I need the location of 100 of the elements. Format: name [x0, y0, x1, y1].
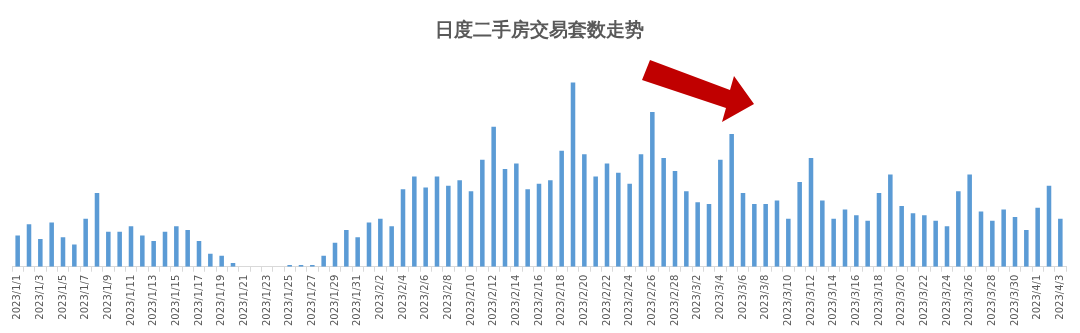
bar: [378, 218, 383, 267]
x-tick-label: 2023/3/18: [872, 274, 884, 327]
bar: [616, 172, 621, 267]
x-tick-label: 2023/2/12: [487, 274, 499, 327]
bar: [491, 126, 496, 267]
bar: [684, 191, 689, 267]
x-tick-label: 2023/1/19: [215, 274, 227, 327]
bar: [820, 200, 825, 267]
x-tick-label: 2023/3/16: [849, 274, 861, 327]
bar: [548, 180, 553, 267]
bar: [389, 226, 394, 267]
bar: [695, 202, 700, 267]
x-tick-label: 2023/3/20: [895, 274, 907, 327]
bar: [1001, 209, 1006, 267]
bar: [83, 218, 88, 267]
x-tick-label: 2023/2/22: [600, 274, 612, 327]
bar: [344, 229, 349, 267]
bar: [446, 185, 451, 267]
bar: [117, 231, 122, 267]
chart-title: 日度二手房交易套数走势: [434, 18, 644, 41]
bar: [208, 253, 213, 267]
bar: [412, 176, 417, 267]
bar: [480, 159, 485, 267]
x-tick-label: 2023/2/2: [373, 274, 385, 320]
bar: [514, 163, 519, 267]
x-tick-label: 2023/1/27: [305, 274, 317, 327]
x-tick-label: 2023/1/21: [237, 274, 249, 327]
bar: [650, 111, 655, 267]
bar: [15, 235, 20, 267]
x-tick-label: 2023/4/1: [1031, 274, 1043, 320]
x-tick-label: 2023/3/30: [1008, 274, 1020, 327]
x-tick-label: 2023/1/25: [283, 274, 295, 327]
bar: [355, 237, 360, 267]
x-tick-label: 2023/1/1: [11, 274, 23, 320]
bar: [525, 189, 530, 267]
bar: [1024, 229, 1029, 267]
x-tick-label: 2023/1/11: [124, 274, 136, 327]
bar: [185, 229, 190, 267]
x-tick-label: 2023/3/26: [963, 274, 975, 327]
x-tick-label: 2023/2/24: [623, 274, 635, 327]
x-tick-label: 2023/3/22: [917, 274, 929, 327]
x-tick-label: 2023/3/14: [827, 274, 839, 327]
x-tick-label: 2023/1/3: [33, 274, 45, 320]
bar: [106, 231, 111, 267]
bar: [854, 215, 859, 267]
x-tick-label: 2023/1/7: [79, 274, 91, 320]
bar: [956, 191, 961, 267]
bar: [933, 220, 938, 267]
bar: [729, 134, 734, 267]
bar: [899, 205, 904, 267]
x-tick-label: 2023/3/2: [691, 274, 703, 320]
x-tick-label: 2023/2/20: [577, 274, 589, 327]
bar: [457, 180, 462, 267]
x-tick-label: 2023/1/9: [101, 274, 113, 320]
x-tick-label: 2023/1/13: [147, 274, 159, 327]
bar: [219, 255, 224, 267]
x-tick-label: 2023/2/26: [645, 274, 657, 327]
bar: [140, 235, 145, 267]
bar: [967, 174, 972, 267]
bar: [752, 204, 757, 267]
x-tick-label: 2023/2/4: [396, 274, 408, 320]
x-tick-label: 2023/2/28: [668, 274, 680, 327]
x-tick-label: 2023/1/15: [169, 274, 181, 327]
x-tick-label: 2023/4/3: [1053, 274, 1065, 320]
x-tick-label: 2023/3/24: [940, 274, 952, 327]
x-tick-label: 2023/3/4: [713, 274, 725, 320]
bar: [72, 244, 77, 267]
bar: [718, 159, 723, 267]
x-tick-label: 2023/3/10: [781, 274, 793, 327]
x-tick-label: 2023/1/17: [192, 274, 204, 327]
x-tick-label: 2023/1/5: [56, 274, 68, 320]
x-tick-label: 2023/2/14: [509, 274, 521, 327]
x-tick-label: 2023/3/8: [759, 274, 771, 320]
bar: [1058, 218, 1063, 267]
x-tick-label: 2023/2/6: [419, 274, 431, 320]
x-tick-label: 2023/2/16: [532, 274, 544, 327]
x-tick-label: 2023/1/29: [328, 274, 340, 327]
x-tick-label: 2023/1/31: [351, 274, 363, 327]
bar: [627, 183, 632, 267]
x-tick-label: 2023/3/12: [804, 274, 816, 327]
bar: [559, 150, 564, 267]
bar: [990, 220, 995, 267]
bar: [865, 220, 870, 267]
x-tick-label: 2023/2/10: [464, 274, 476, 327]
bar: [593, 176, 598, 267]
x-tick-label: 2023/3/28: [985, 274, 997, 327]
x-tick-label: 2023/2/8: [441, 274, 453, 320]
bar: [38, 239, 43, 267]
bar: [763, 204, 768, 267]
bar: [49, 222, 54, 267]
x-tick-label: 2023/3/6: [736, 274, 748, 320]
bar: [321, 255, 326, 267]
bar: [174, 226, 179, 267]
x-tick-label: 2023/2/18: [555, 274, 567, 327]
bar: [831, 218, 836, 267]
bar: [1035, 207, 1040, 267]
bar: [423, 187, 428, 267]
bar: [797, 181, 802, 267]
bar: [151, 240, 156, 267]
x-tick-label: 2023/1/23: [260, 274, 272, 327]
